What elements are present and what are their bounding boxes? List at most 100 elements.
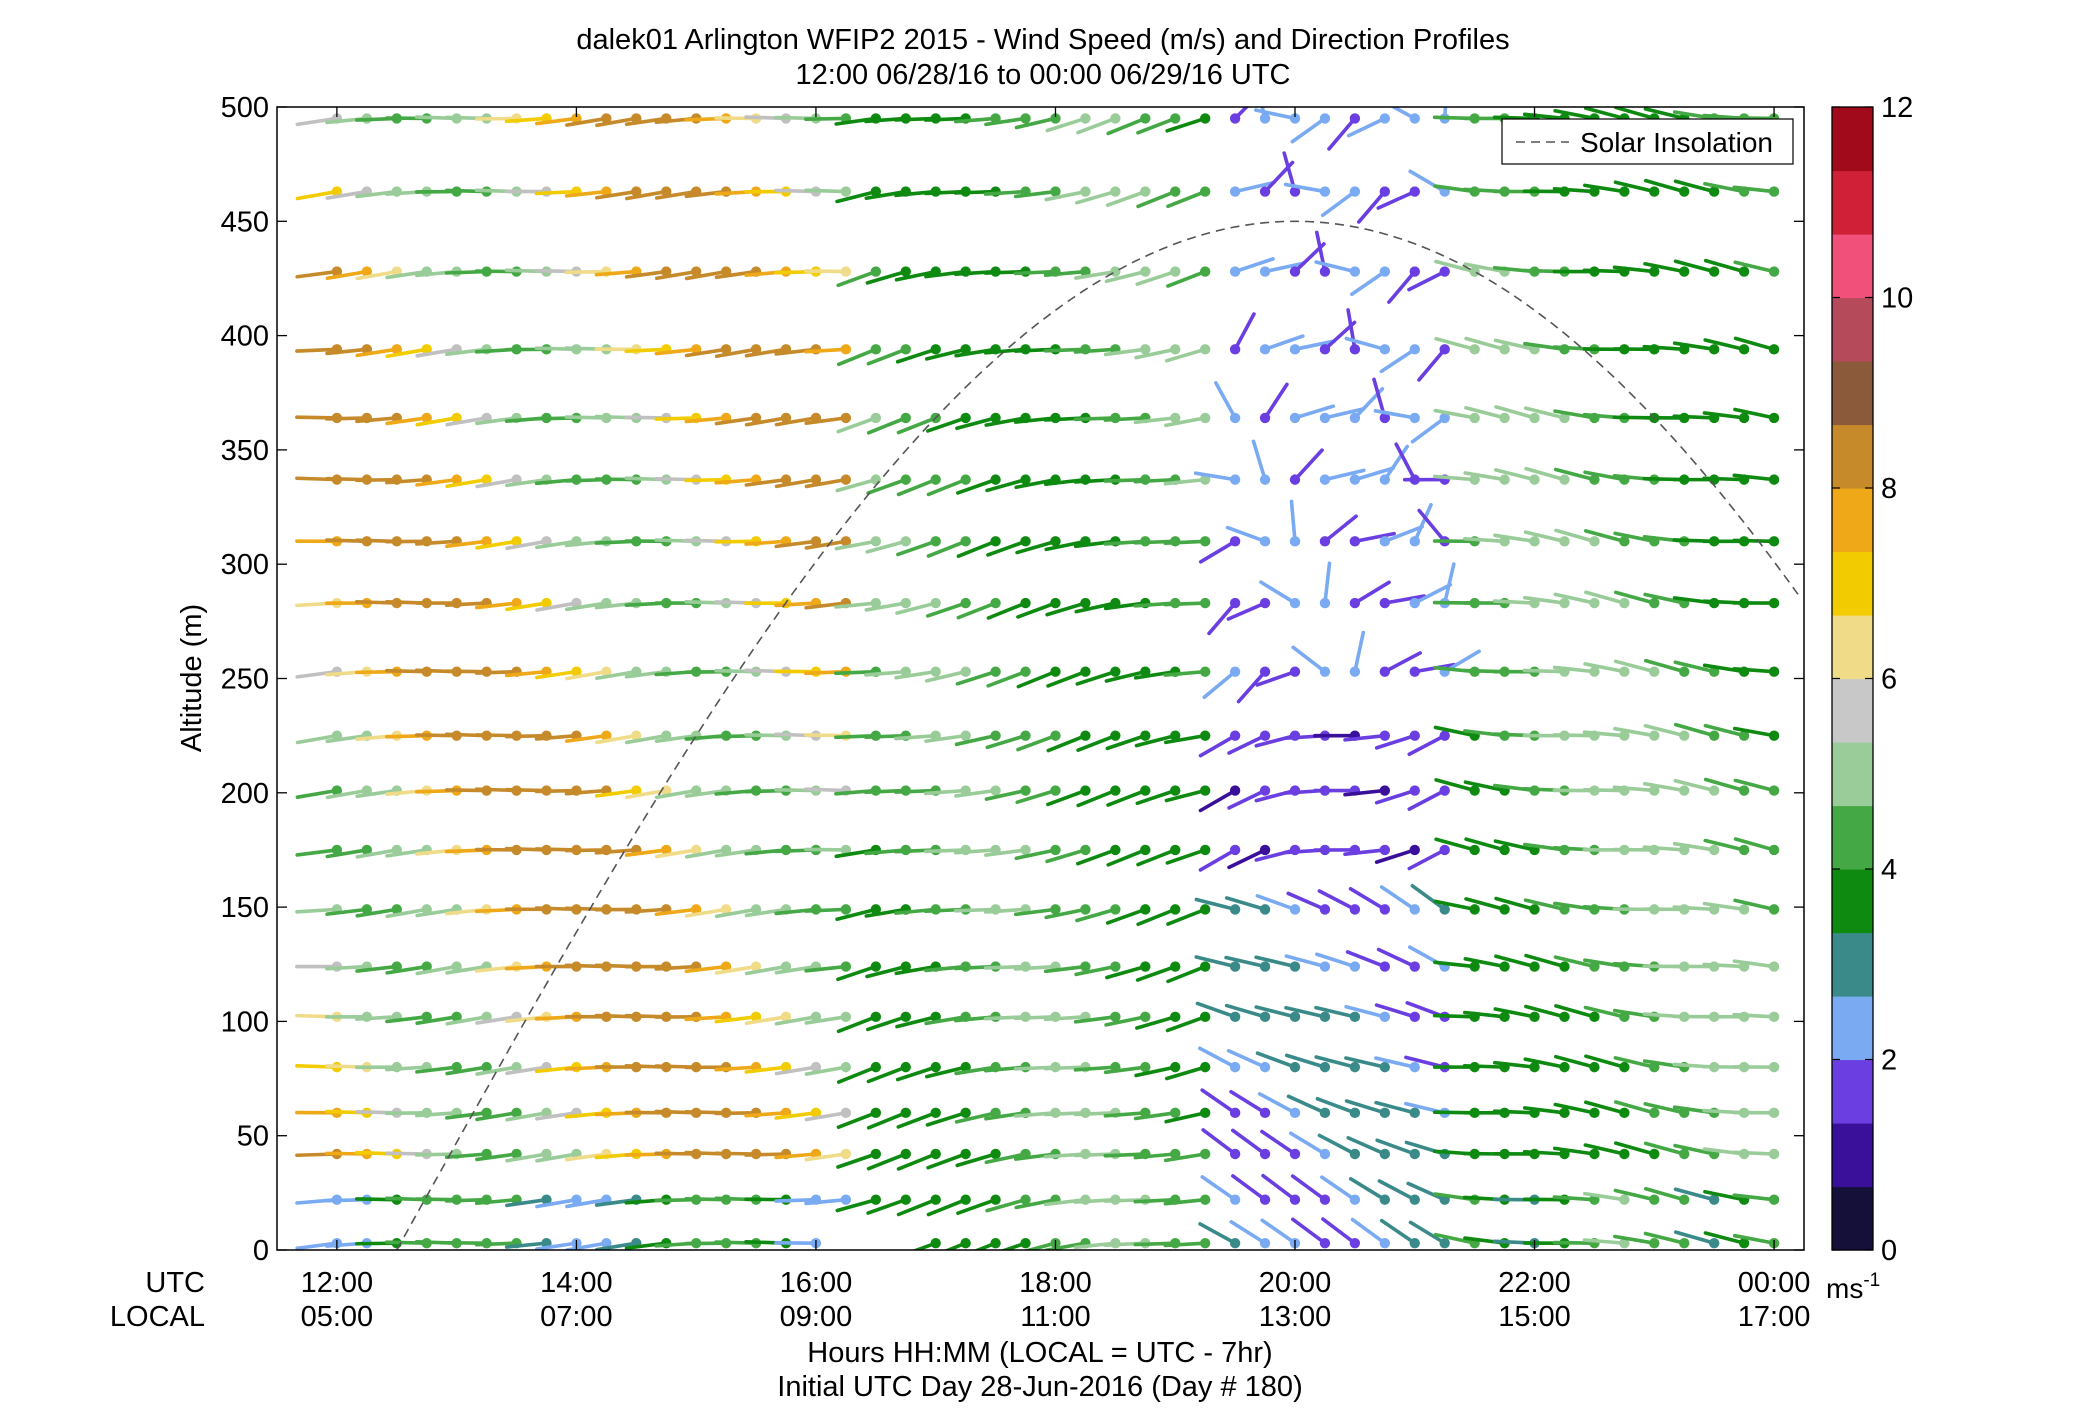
wind-barb xyxy=(415,964,459,976)
wind-barb-point xyxy=(930,1107,941,1119)
wind-barb xyxy=(1643,261,1687,274)
wind-barb xyxy=(983,907,1028,914)
wind-barb xyxy=(744,539,788,546)
wind-barb xyxy=(505,477,549,488)
wind-barb xyxy=(1673,1143,1716,1156)
wind-barb xyxy=(1166,269,1207,288)
wind-barb xyxy=(1523,898,1567,912)
wind-barb xyxy=(1732,1233,1776,1245)
wind-barb-point xyxy=(780,1061,792,1073)
wind-barb xyxy=(1672,841,1716,852)
wind-barb xyxy=(836,1015,878,1034)
wind-barb xyxy=(414,1111,459,1118)
wind-barb-point xyxy=(960,666,971,677)
wind-barb-point xyxy=(1229,186,1241,197)
solar-insolation-curve xyxy=(396,220,1799,1250)
wind-barb xyxy=(1703,1189,1746,1202)
wind-barb-point xyxy=(1020,1194,1031,1205)
wind-barb xyxy=(1135,788,1178,806)
wind-barb xyxy=(1553,955,1597,969)
wind-barb-point xyxy=(361,904,373,915)
colorbar-segment xyxy=(1832,424,1873,489)
wind-barb xyxy=(1613,590,1657,605)
wind-barb-point xyxy=(1140,785,1151,796)
wind-barb xyxy=(774,1065,818,1076)
colorbar-segment xyxy=(1832,1186,1873,1251)
wind-barb-point xyxy=(1768,904,1780,915)
wind-barb xyxy=(1073,416,1118,422)
wind-barb xyxy=(624,269,669,279)
wind-barb xyxy=(1044,539,1088,552)
wind-barb xyxy=(1434,336,1477,352)
wind-barb xyxy=(1672,341,1716,352)
wind-barb-point xyxy=(1229,412,1241,424)
wind-barb xyxy=(911,1241,938,1250)
wind-barb-point xyxy=(451,1061,462,1073)
wind-barb xyxy=(1613,531,1657,544)
wind-barb-point xyxy=(1229,597,1241,609)
wind-barb-point xyxy=(1619,1148,1630,1160)
wind-barb xyxy=(684,347,728,358)
wind-barb xyxy=(444,1152,489,1160)
wind-barb xyxy=(714,1065,758,1072)
wind-barb-point xyxy=(421,344,432,355)
wind-barb xyxy=(1103,1065,1148,1075)
wind-barb xyxy=(865,539,908,554)
wind-barb xyxy=(505,1065,549,1076)
wind-barb xyxy=(385,477,429,485)
wind-barb xyxy=(1046,669,1088,688)
wind-barb xyxy=(1434,837,1477,852)
wind-barb xyxy=(355,964,399,973)
wind-barb-point xyxy=(1319,474,1331,485)
wind-barb-point xyxy=(1708,730,1720,741)
wind-barb xyxy=(1353,466,1396,482)
wind-barb xyxy=(1524,1004,1567,1019)
wind-barb-point xyxy=(1170,344,1181,355)
wind-barb xyxy=(714,477,758,485)
wind-barb-point xyxy=(1349,1061,1361,1073)
wind-barb xyxy=(1523,530,1567,544)
wind-barb-point xyxy=(1379,844,1391,856)
wind-barb-point xyxy=(421,412,432,424)
wind-barb-point xyxy=(780,474,792,485)
wind-barb-point xyxy=(1140,961,1151,972)
wind-barb-point xyxy=(1319,904,1331,915)
y-tick-label: 0 xyxy=(253,1235,269,1267)
wind-barb xyxy=(1045,601,1088,617)
wind-barb xyxy=(1013,269,1058,276)
wind-barb xyxy=(984,1111,1028,1121)
wind-barb xyxy=(504,116,549,124)
wind-barb-point xyxy=(1319,1237,1331,1249)
wind-barb xyxy=(1163,539,1207,545)
wind-barb xyxy=(595,1241,639,1250)
wind-barb-point xyxy=(1379,412,1391,424)
wind-barb xyxy=(1043,1015,1088,1022)
wind-barb xyxy=(1433,960,1477,969)
wind-barb-point xyxy=(1768,1061,1780,1073)
wind-barb-point xyxy=(1229,730,1241,741)
wind-barb xyxy=(1214,381,1237,420)
wind-barb xyxy=(1233,107,1250,121)
wind-barb-point xyxy=(1050,113,1061,124)
wind-barb xyxy=(475,1111,519,1122)
wind-barb-point xyxy=(1589,666,1600,677)
wind-barb xyxy=(804,1015,848,1025)
wind-barb-point xyxy=(1708,1194,1720,1205)
wind-barb xyxy=(1022,1241,1058,1250)
wind-barb-point xyxy=(1199,474,1211,485)
wind-barb-point xyxy=(1559,1011,1570,1023)
wind-barb xyxy=(1434,259,1477,274)
wind-barb-point xyxy=(1349,474,1361,485)
wind-barb xyxy=(1407,269,1447,292)
wind-barb xyxy=(1613,1188,1657,1202)
wind-barb xyxy=(954,1065,998,1076)
wind-barb-point xyxy=(780,412,792,424)
wind-barb xyxy=(866,1065,908,1084)
wind-barb xyxy=(1255,1051,1297,1069)
wind-barb xyxy=(534,189,579,196)
wind-barb-point xyxy=(1259,1237,1271,1249)
wind-barb-point xyxy=(1170,730,1181,741)
wind-barb xyxy=(1383,594,1427,605)
wind-barb xyxy=(1254,108,1297,121)
